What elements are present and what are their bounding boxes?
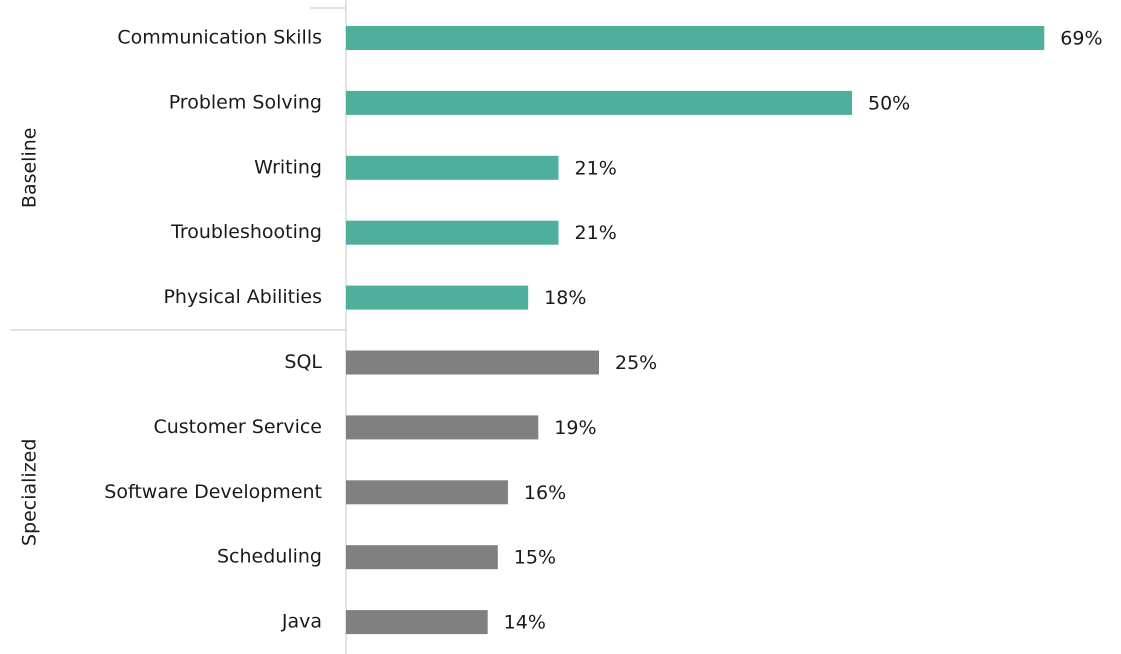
value-label: 19% <box>554 417 596 439</box>
group-label: Baseline <box>19 128 41 209</box>
bar <box>346 415 539 440</box>
bar <box>346 610 488 635</box>
category-label: Troubleshooting <box>170 221 322 243</box>
bar <box>346 155 559 180</box>
bar <box>346 480 508 505</box>
category-label: Physical Abilities <box>163 286 322 308</box>
category-label: Scheduling <box>217 546 322 568</box>
value-label: 69% <box>1060 28 1102 50</box>
bar <box>346 350 599 375</box>
value-label: 15% <box>514 547 556 569</box>
category-label: SQL <box>284 351 322 373</box>
category-label: Software Development <box>104 481 322 503</box>
value-label: 25% <box>615 352 657 374</box>
group-label: Specialized <box>19 439 41 546</box>
category-label: Communication Skills <box>117 27 322 49</box>
category-label: Java <box>281 611 322 633</box>
bar <box>346 26 1045 50</box>
value-label: 50% <box>868 92 910 114</box>
value-label: 16% <box>524 482 566 504</box>
value-label: 18% <box>544 287 586 309</box>
category-label: Writing <box>254 156 322 178</box>
bar <box>346 220 559 245</box>
bar <box>346 90 852 115</box>
category-label: Problem Solving <box>169 91 322 113</box>
bar <box>346 545 498 570</box>
category-label: Customer Service <box>153 416 322 438</box>
value-label: 21% <box>575 222 617 244</box>
value-label: 21% <box>575 157 617 179</box>
value-label: 14% <box>504 612 546 634</box>
bar <box>346 285 529 310</box>
